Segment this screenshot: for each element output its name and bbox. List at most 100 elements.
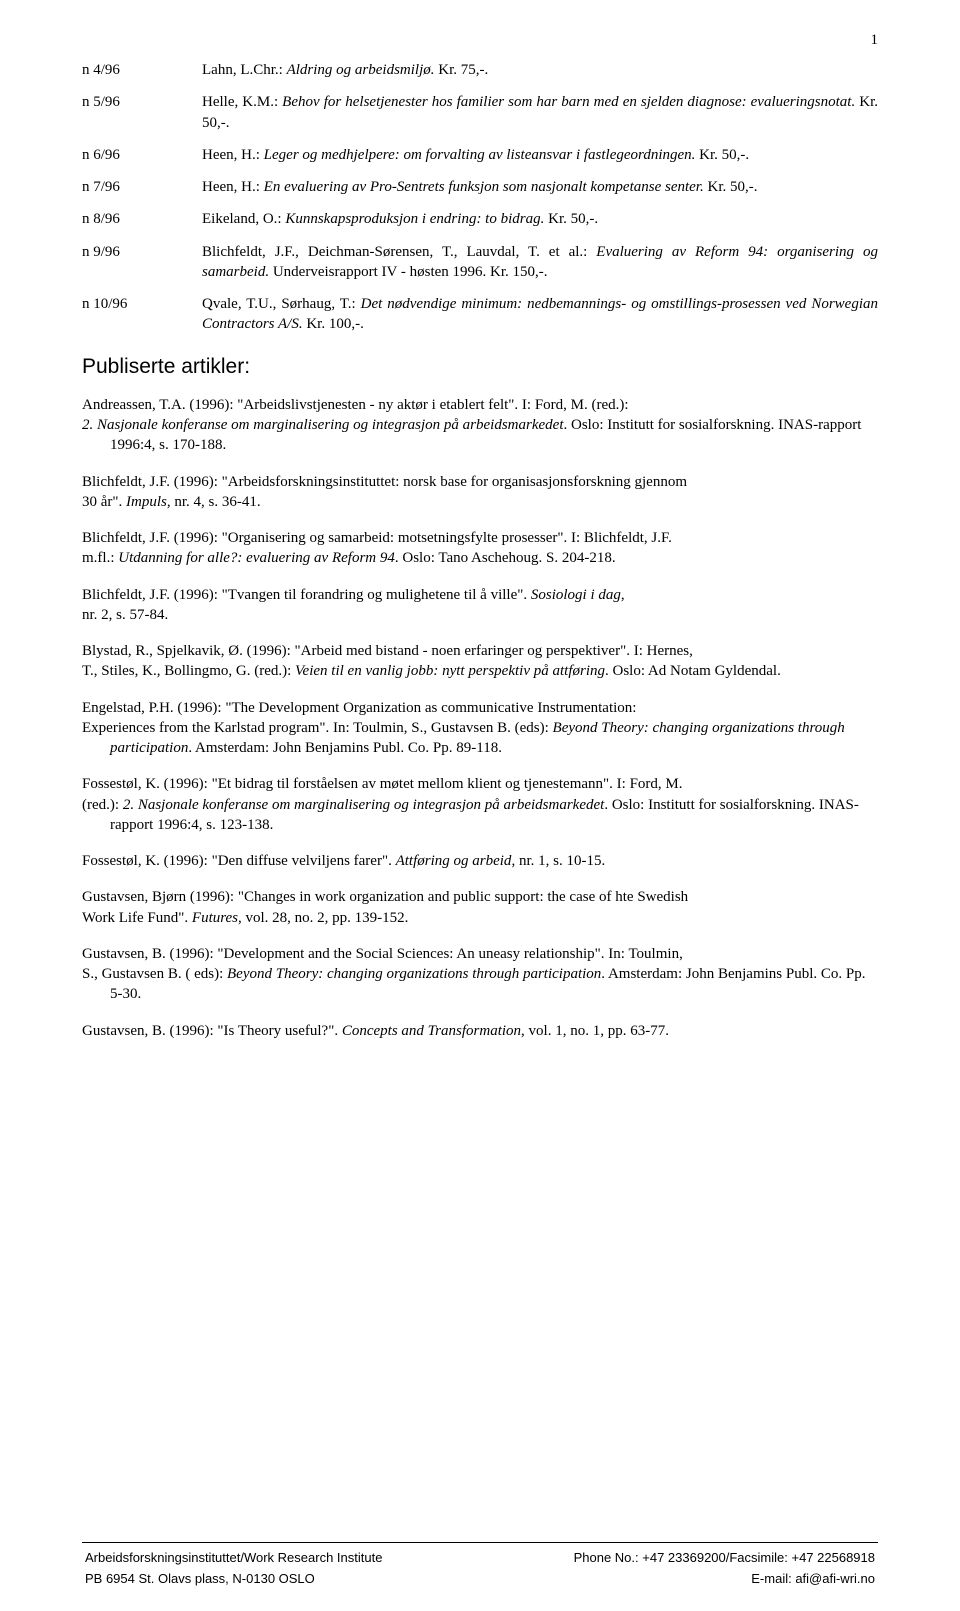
article-italic-segment: Impuls bbox=[126, 494, 167, 510]
article: Fossestøl, K. (1996): "Et bidrag til for… bbox=[82, 774, 878, 835]
article-cont-line: (red.): 2. Nasjonale konferanse om margi… bbox=[82, 795, 878, 836]
footer-institute: Arbeidsforskningsinstituttet/Work Resear… bbox=[84, 1548, 476, 1568]
article-text-segment: T., Stiles, K., Bollingmo, G. (red.): bbox=[82, 663, 295, 679]
article-text-segment: , nr. 4, s. 36-41. bbox=[167, 494, 261, 510]
article-italic-segment: Utdanning for alle?: evaluering av Refor… bbox=[118, 550, 395, 566]
entry-body: Heen, H.: En evaluering av Pro-Sentrets … bbox=[202, 177, 878, 197]
entry-price: Kr. 50,-. bbox=[704, 179, 758, 195]
entry-body: Helle, K.M.: Behov for helsetjenester ho… bbox=[202, 92, 878, 133]
entry-row: n 10/96Qvale, T.U., Sørhaug, T.: Det nød… bbox=[82, 294, 878, 335]
entry-id: n 7/96 bbox=[82, 177, 202, 197]
article-text-segment: Experiences from the Karlstad program". … bbox=[82, 720, 553, 736]
article-text-segment: (red.): bbox=[82, 797, 123, 813]
entry-id: n 6/96 bbox=[82, 145, 202, 165]
entry-body: Lahn, L.Chr.: Aldring og arbeidsmiljø. K… bbox=[202, 60, 878, 80]
entry-body: Heen, H.: Leger og medhjelpere: om forva… bbox=[202, 145, 878, 165]
article-cont-line: Experiences from the Karlstad program". … bbox=[82, 718, 878, 759]
article-text-segment: , vol. 1, no. 1, pp. 63-77. bbox=[521, 1023, 669, 1039]
articles-list: Andreassen, T.A. (1996): "Arbeidslivstje… bbox=[82, 395, 878, 1041]
entry-id: n 10/96 bbox=[82, 294, 202, 335]
article-cont-line: Work Life Fund". Futures, vol. 28, no. 2… bbox=[82, 908, 878, 928]
entry-id: n 4/96 bbox=[82, 60, 202, 80]
entry-row: n 8/96Eikeland, O.: Kunnskapsproduksjon … bbox=[82, 209, 878, 229]
article: Engelstad, P.H. (1996): "The Development… bbox=[82, 698, 878, 759]
entry-id: n 5/96 bbox=[82, 92, 202, 133]
entry-price: Kr. 75,-. bbox=[435, 62, 489, 78]
article-text-segment: Work Life Fund". bbox=[82, 910, 192, 926]
article-italic-segment: 2. Nasjonale konferanse om marginaliseri… bbox=[123, 797, 605, 813]
entry-author: Eikeland, O.: bbox=[202, 211, 285, 227]
entries-list: n 4/96Lahn, L.Chr.: Aldring og arbeidsmi… bbox=[82, 60, 878, 335]
article-first-line: Fossestøl, K. (1996): "Den diffuse velvi… bbox=[82, 851, 878, 871]
entry-row: n 4/96Lahn, L.Chr.: Aldring og arbeidsmi… bbox=[82, 60, 878, 80]
footer-address: PB 6954 St. Olavs plass, N-0130 OSLO bbox=[84, 1569, 476, 1589]
entry-author: Lahn, L.Chr.: bbox=[202, 62, 287, 78]
article-cont-line: 2. Nasjonale konferanse om marginaliseri… bbox=[82, 415, 878, 456]
article-text-segment: Fossestøl, K. (1996): "Et bidrag til for… bbox=[82, 776, 683, 792]
article-first-line: Engelstad, P.H. (1996): "The Development… bbox=[82, 698, 878, 718]
article-text-segment: . Oslo: Tano Aschehoug. S. 204-218. bbox=[395, 550, 616, 566]
article-text-segment: Blichfeldt, J.F. (1996): "Tvangen til fo… bbox=[82, 587, 531, 603]
footer-table: Arbeidsforskningsinstituttet/Work Resear… bbox=[82, 1546, 878, 1591]
article-first-line: Blichfeldt, J.F. (1996): "Tvangen til fo… bbox=[82, 585, 878, 605]
entry-row: n 6/96Heen, H.: Leger og medhjelpere: om… bbox=[82, 145, 878, 165]
article-first-line: Gustavsen, Bjørn (1996): "Changes in wor… bbox=[82, 887, 878, 907]
entry-body: Blichfeldt, J.F., Deichman-Sørensen, T.,… bbox=[202, 242, 878, 283]
article: Andreassen, T.A. (1996): "Arbeidslivstje… bbox=[82, 395, 878, 456]
article-text-segment: . Amsterdam: John Benjamins Publ. Co. Pp… bbox=[188, 740, 502, 756]
article-cont-line: T., Stiles, K., Bollingmo, G. (red.): Ve… bbox=[82, 661, 878, 681]
article-text-segment: Blystad, R., Spjelkavik, Ø. (1996): "Arb… bbox=[82, 643, 693, 659]
article-text-segment: 30 år". bbox=[82, 494, 126, 510]
article-italic-segment: 2. Nasjonale konferanse om marginaliseri… bbox=[82, 417, 564, 433]
article-text-segment: Andreassen, T.A. (1996): "Arbeidslivstje… bbox=[82, 397, 629, 413]
entry-author: Blichfeldt, J.F., Deichman-Sørensen, T.,… bbox=[202, 244, 596, 260]
article-text-segment: Engelstad, P.H. (1996): "The Development… bbox=[82, 700, 636, 716]
article-italic-segment: Concepts and Transformation bbox=[342, 1023, 521, 1039]
entry-title: Aldring og arbeidsmiljø. bbox=[287, 62, 435, 78]
article-first-line: Blystad, R., Spjelkavik, Ø. (1996): "Arb… bbox=[82, 641, 878, 661]
footer-rule bbox=[82, 1542, 878, 1543]
article-italic-segment: Futures bbox=[192, 910, 238, 926]
article: Blichfeldt, J.F. (1996): "Tvangen til fo… bbox=[82, 585, 878, 626]
entry-author: Heen, H.: bbox=[202, 147, 264, 163]
article: Fossestøl, K. (1996): "Den diffuse velvi… bbox=[82, 851, 878, 871]
article-text-segment: nr. 2, s. 57-84. bbox=[82, 607, 168, 623]
article-first-line: Gustavsen, B. (1996): "Is Theory useful?… bbox=[82, 1021, 878, 1041]
entry-title: Kunnskapsproduksjon i endring: to bidrag… bbox=[285, 211, 544, 227]
article-cont-line: S., Gustavsen B. ( eds): Beyond Theory: … bbox=[82, 964, 878, 1005]
article-cont-line: m.fl.: Utdanning for alle?: evaluering a… bbox=[82, 548, 878, 568]
entry-price: Kr. 50,-. bbox=[544, 211, 598, 227]
article-cont-line: 30 år". Impuls, nr. 4, s. 36-41. bbox=[82, 492, 878, 512]
article-italic-segment: Attføring og arbeid bbox=[396, 853, 512, 869]
entry-title: Leger og medhjelpere: om forvalting av l… bbox=[264, 147, 696, 163]
page-footer: Arbeidsforskningsinstituttet/Work Resear… bbox=[82, 1542, 878, 1591]
entry-price: Kr. 50,-. bbox=[695, 147, 749, 163]
article-text-segment: m.fl.: bbox=[82, 550, 118, 566]
article-text-segment: Gustavsen, Bjørn (1996): "Changes in wor… bbox=[82, 889, 688, 905]
entry-price: Underveisrapport IV - høsten 1996. Kr. 1… bbox=[269, 264, 547, 280]
entry-price: Kr. 100,-. bbox=[303, 316, 364, 332]
entry-title: En evaluering av Pro-Sentrets funksjon s… bbox=[264, 179, 704, 195]
article-text-segment: , bbox=[621, 587, 625, 603]
entry-body: Eikeland, O.: Kunnskapsproduksjon i endr… bbox=[202, 209, 878, 229]
article: Gustavsen, B. (1996): "Development and t… bbox=[82, 944, 878, 1005]
footer-email: E-mail: afi@afi-wri.no bbox=[478, 1569, 876, 1589]
article-first-line: Fossestøl, K. (1996): "Et bidrag til for… bbox=[82, 774, 878, 794]
article: Gustavsen, Bjørn (1996): "Changes in wor… bbox=[82, 887, 878, 928]
entry-body: Qvale, T.U., Sørhaug, T.: Det nødvendige… bbox=[202, 294, 878, 335]
article-text-segment: Gustavsen, B. (1996): "Is Theory useful?… bbox=[82, 1023, 342, 1039]
entry-author: Helle, K.M.: bbox=[202, 94, 282, 110]
article-text-segment: Gustavsen, B. (1996): "Development and t… bbox=[82, 946, 683, 962]
entry-row: n 5/96Helle, K.M.: Behov for helsetjenes… bbox=[82, 92, 878, 133]
article-cont-line: nr. 2, s. 57-84. bbox=[82, 605, 878, 625]
article-text-segment: Fossestøl, K. (1996): "Den diffuse velvi… bbox=[82, 853, 396, 869]
article-italic-segment: Veien til en vanlig jobb: nytt perspekti… bbox=[295, 663, 605, 679]
article: Blichfeldt, J.F. (1996): "Arbeidsforskni… bbox=[82, 472, 878, 513]
entry-id: n 9/96 bbox=[82, 242, 202, 283]
page-number: 1 bbox=[871, 30, 879, 50]
article: Blystad, R., Spjelkavik, Ø. (1996): "Arb… bbox=[82, 641, 878, 682]
article-first-line: Blichfeldt, J.F. (1996): "Organisering o… bbox=[82, 528, 878, 548]
article-italic-segment: Beyond Theory: changing organizations th… bbox=[227, 966, 601, 982]
entry-title: Behov for helsetjenester hos familier so… bbox=[282, 94, 855, 110]
entry-id: n 8/96 bbox=[82, 209, 202, 229]
